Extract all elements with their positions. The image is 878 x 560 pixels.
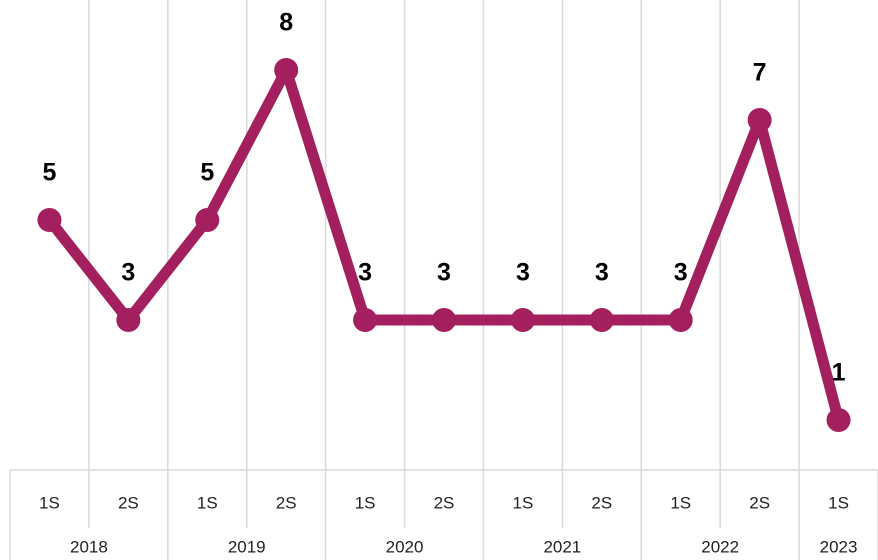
x-tick-label: 2S — [118, 493, 139, 512]
data-point — [37, 208, 62, 232]
x-tick-label: 1S — [513, 493, 534, 512]
data-label: 3 — [595, 259, 609, 287]
data-label: 3 — [674, 259, 688, 287]
data-point — [589, 308, 614, 332]
x-tick-label: 2S — [276, 493, 297, 512]
x-tick-label: 1S — [355, 493, 376, 512]
data-label: 1 — [832, 359, 846, 387]
x-tick-label: 1S — [197, 493, 218, 512]
data-label: 8 — [279, 9, 293, 37]
data-point — [668, 308, 693, 332]
x-group-label: 2020 — [386, 537, 424, 556]
x-tick-label: 2S — [591, 493, 612, 512]
data-label: 3 — [121, 259, 135, 287]
data-point — [510, 308, 535, 332]
x-group-label: 2022 — [701, 537, 739, 556]
x-group-label: 2019 — [228, 537, 266, 556]
data-point — [353, 308, 378, 332]
data-label: 3 — [437, 259, 451, 287]
x-tick-label: 2S — [434, 493, 455, 512]
x-group-label: 2023 — [820, 537, 858, 556]
data-point — [432, 308, 456, 332]
data-label: 5 — [200, 159, 214, 187]
data-point — [195, 208, 220, 232]
x-tick-label: 1S — [39, 493, 60, 512]
data-label: 3 — [358, 259, 372, 287]
data-point — [116, 308, 141, 332]
x-tick-label: 2S — [749, 493, 770, 512]
data-label: 3 — [516, 259, 530, 287]
x-group-label: 2021 — [543, 537, 581, 556]
data-label: 7 — [753, 59, 767, 87]
data-point — [747, 108, 772, 132]
data-point — [274, 58, 299, 82]
x-tick-label: 1S — [828, 493, 849, 512]
data-point — [826, 408, 851, 432]
x-tick-label: 1S — [670, 493, 691, 512]
data-label: 5 — [43, 159, 57, 187]
x-group-label: 2018 — [70, 537, 108, 556]
